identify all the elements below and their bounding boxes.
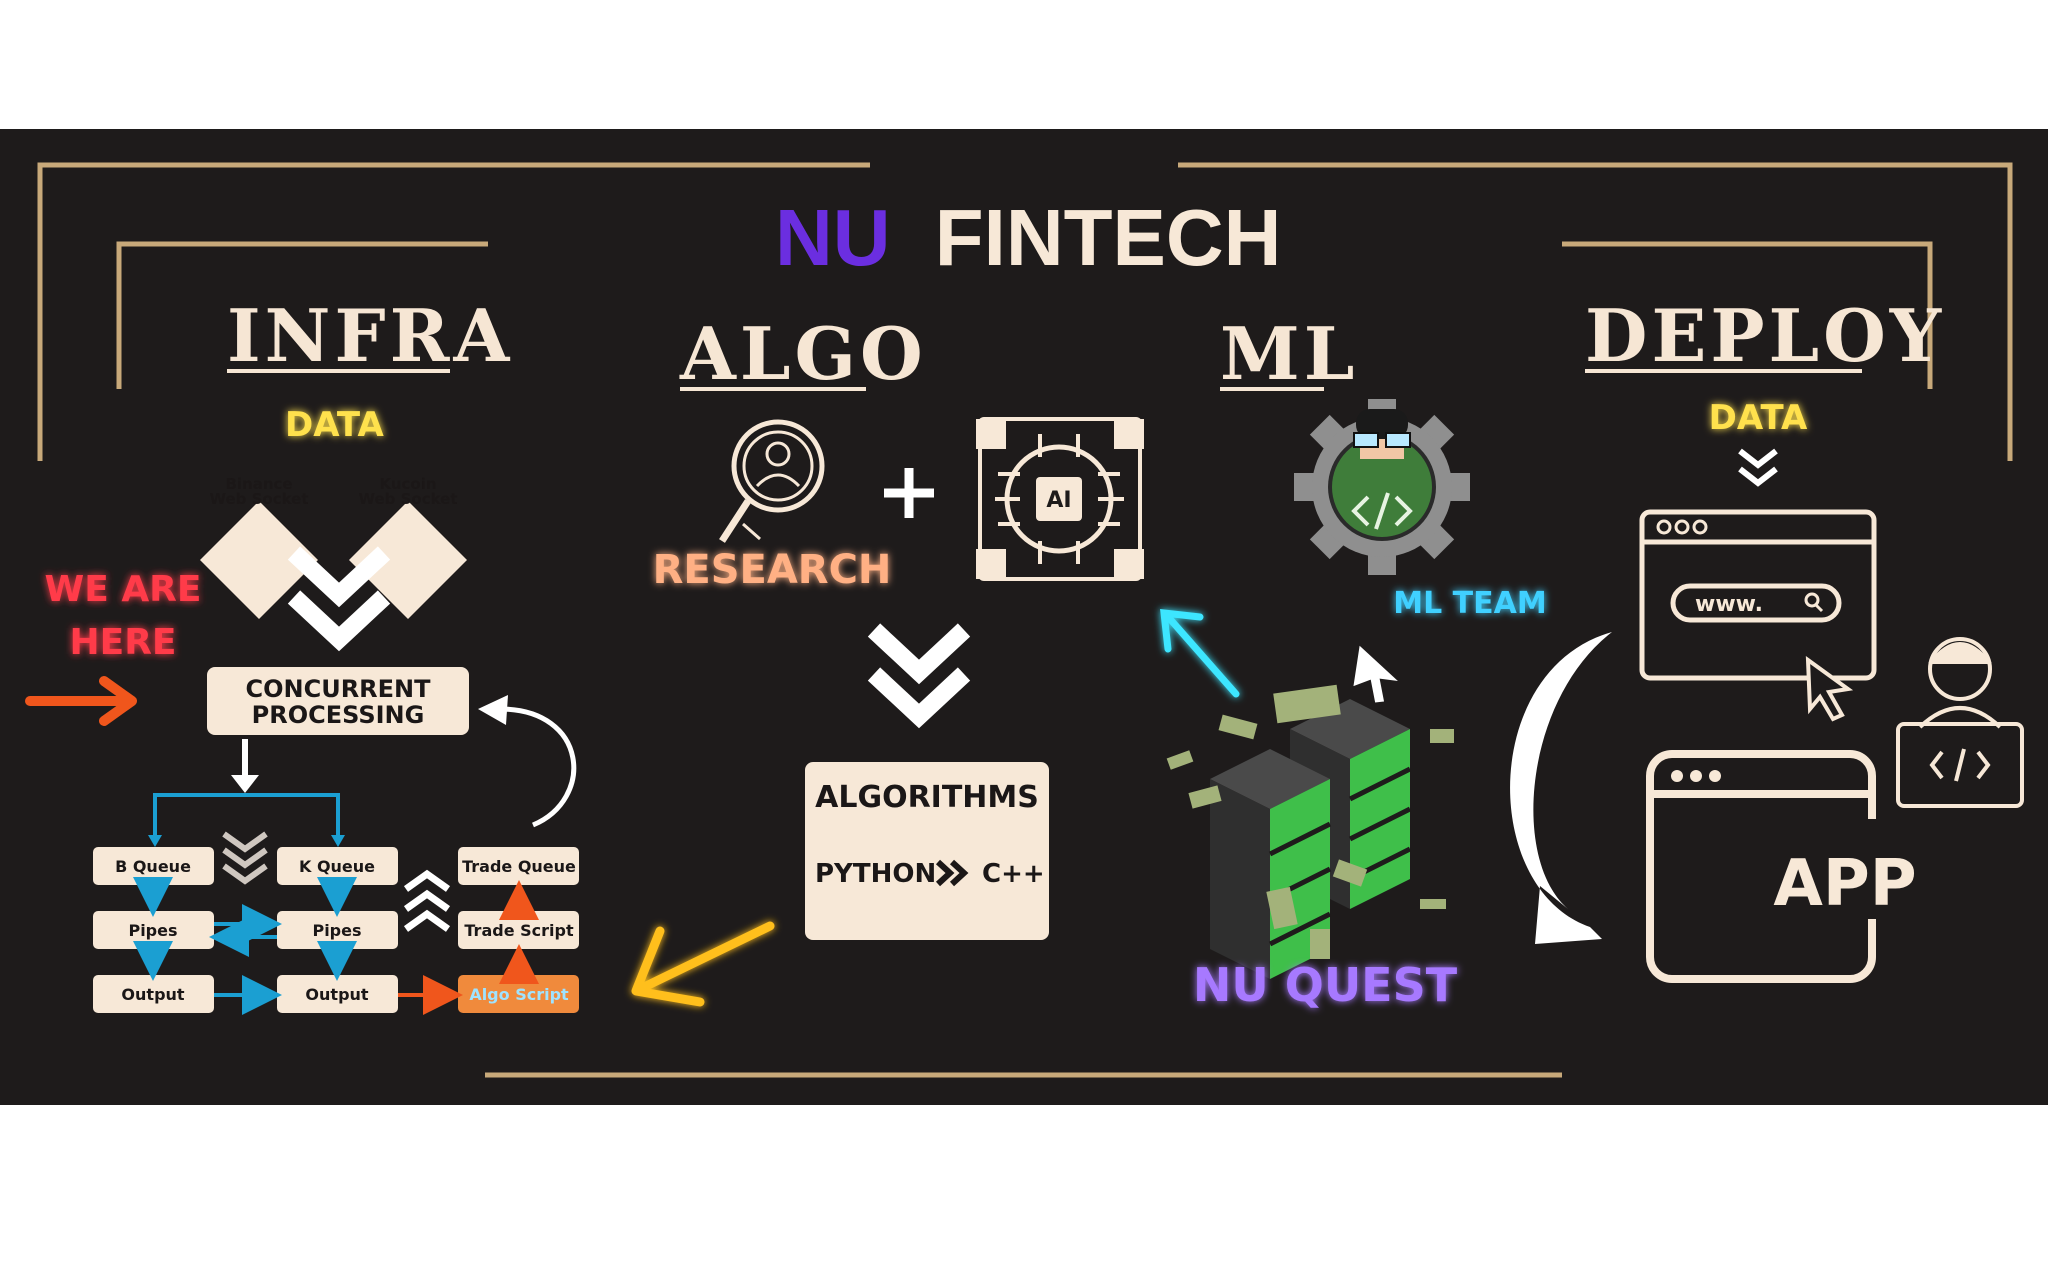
svg-text:Pipes: Pipes xyxy=(128,921,177,940)
pipes-left-box: Pipes xyxy=(93,911,214,949)
here-label: HERE xyxy=(69,622,176,663)
lang-cpp: C++ xyxy=(982,859,1045,889)
double-chevron-right-icon xyxy=(935,859,969,887)
arrow-right-icon xyxy=(25,676,137,726)
algorithms-title: ALGORITHMS xyxy=(815,780,1039,815)
k-queue-box: K Queue xyxy=(277,847,398,885)
page-title: NU FINTECH xyxy=(775,193,1281,282)
ai-chip-label: AI xyxy=(1046,488,1071,513)
svg-text:PROCESSING: PROCESSING xyxy=(252,701,425,729)
grey-chevron-down-icon xyxy=(222,831,268,885)
trade-script-box: Trade Script xyxy=(458,911,579,949)
svg-text:Pipes: Pipes xyxy=(312,921,361,940)
browser-window-icon: www. xyxy=(1639,509,1877,681)
svg-text:Output: Output xyxy=(305,985,368,1004)
we-are-label: WE ARE xyxy=(44,569,201,610)
gold-frame xyxy=(37,162,2013,1078)
chevron-down-icon-deploy xyxy=(1738,448,1778,487)
cyan-arrow-up-left-icon xyxy=(1160,609,1240,698)
double-chevron-down-icon-algo xyxy=(867,623,971,729)
curved-arrow-icon xyxy=(1510,632,1612,944)
url-text: www. xyxy=(1695,592,1763,617)
split-connector xyxy=(153,793,340,839)
svg-text:Kucoin: Kucoin xyxy=(379,475,436,493)
app-label: APP xyxy=(1773,847,1916,921)
glowing-arrow-down-left-icon xyxy=(631,921,775,1007)
developer-laptop-icon xyxy=(1896,637,2024,808)
kucoin-websocket-node: Kucoin Web Socket xyxy=(349,475,467,619)
heading-ml: ML xyxy=(1220,311,1358,396)
svg-text:Web Socket: Web Socket xyxy=(358,490,457,508)
binance-websocket-node: Binance Web Socket xyxy=(200,475,318,619)
svg-text:Binance: Binance xyxy=(225,475,292,493)
svg-text:Trade Script: Trade Script xyxy=(464,921,574,940)
pipes-right-box: Pipes xyxy=(277,911,398,949)
money-bills-icon xyxy=(1166,684,1454,959)
svg-text:CONCURRENT: CONCURRENT xyxy=(245,675,431,703)
ml-team-label: ML TEAM xyxy=(1393,586,1546,621)
mouse-pointer-icon xyxy=(1805,655,1854,722)
output-right-box: Output xyxy=(277,975,398,1013)
svg-text:Algo Script: Algo Script xyxy=(469,985,569,1004)
svg-text:Web Socket: Web Socket xyxy=(209,490,308,508)
heading-infra: INFRA xyxy=(227,293,513,378)
svg-text:B Queue: B Queue xyxy=(115,857,191,876)
title-nu: NU xyxy=(775,193,891,282)
chevron-up-icon xyxy=(403,869,451,932)
nu-quest-label: NU QUEST xyxy=(1193,958,1458,1012)
svg-text:Output: Output xyxy=(121,985,184,1004)
svg-text:K Queue: K Queue xyxy=(299,857,375,876)
research-label: RESEARCH xyxy=(653,547,892,593)
concurrent-processing-box: CONCURRENT PROCESSING xyxy=(207,667,469,735)
trade-queue-box: Trade Queue xyxy=(458,847,579,885)
lang-python: PYTHON xyxy=(815,859,936,889)
svg-text:Trade Queue: Trade Queue xyxy=(462,857,576,876)
heading-algo: ALGO xyxy=(679,311,927,396)
diagram-canvas: NU FINTECH INFRA ALGO ML DEPLOY DATA Bin… xyxy=(25,162,2024,1078)
heading-deploy: DEPLOY xyxy=(1585,293,1945,378)
banner: NU FINTECH INFRA ALGO ML DEPLOY DATA Bin… xyxy=(0,129,2048,1105)
cursor-hand-icon xyxy=(1353,645,1398,703)
algorithms-box: ALGORITHMS PYTHON C++ xyxy=(805,762,1049,940)
developer-gear-icon xyxy=(1294,399,1470,575)
double-chevron-down-icon xyxy=(287,546,391,652)
loop-back-arrow xyxy=(478,695,577,828)
deploy-data-label: DATA xyxy=(1709,398,1808,438)
b-queue-box: B Queue xyxy=(93,847,214,885)
title-fintech: FINTECH xyxy=(935,193,1282,282)
flow-connectors xyxy=(133,877,539,1015)
output-left-box: Output xyxy=(93,975,214,1013)
infra-data-label: DATA xyxy=(285,405,384,445)
ai-chip-icon: AI xyxy=(976,417,1144,581)
plus-icon xyxy=(884,468,934,518)
research-magnifier-icon xyxy=(719,419,825,543)
app-window-icon: APP xyxy=(1646,750,1925,983)
algo-script-box: Algo Script xyxy=(458,975,579,1013)
